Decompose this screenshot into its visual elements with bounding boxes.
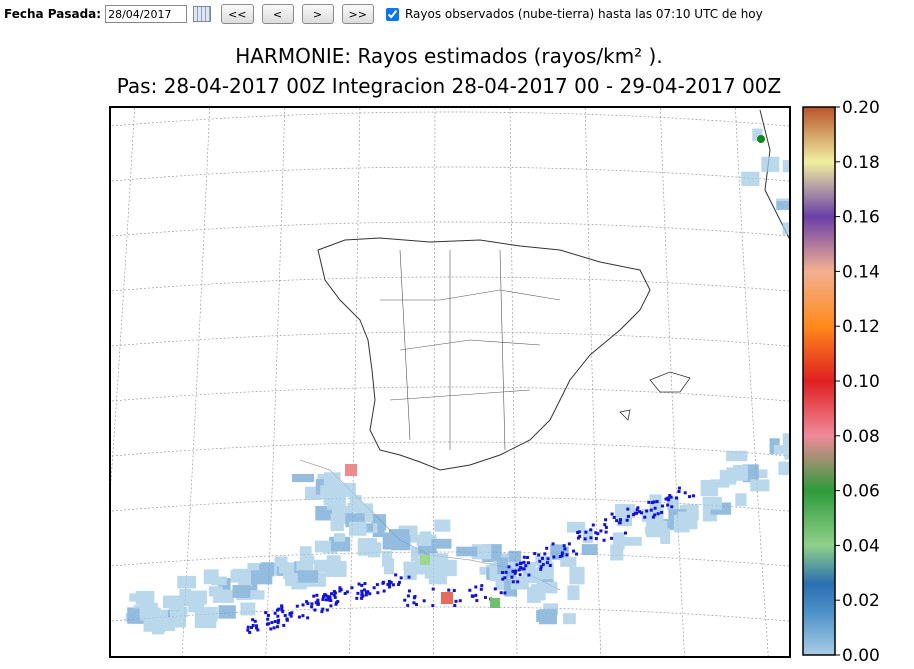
- colorbar-tick-label: 0.18: [842, 153, 880, 173]
- nav-button[interactable]: <: [261, 4, 294, 24]
- observed-checkbox[interactable]: [385, 7, 399, 21]
- map-subtitle: Pas: 28-04-2017 00Z Integracion 28-04-20…: [117, 74, 781, 98]
- nav-buttons: << < > >>: [221, 4, 382, 24]
- date-label: Fecha Pasada:: [4, 7, 102, 21]
- colorbar-tick-label: 0.12: [842, 317, 880, 337]
- colorbar-tick-label: 0.02: [842, 591, 880, 611]
- map-title: HARMONIE: Rayos estimados (rayos/km² ).: [235, 44, 662, 68]
- colorbar-tick-label: 0.00: [842, 646, 880, 666]
- colorbar-tick-label: 0.14: [842, 262, 880, 282]
- calendar-icon[interactable]: [193, 6, 212, 22]
- colorbar-tick-label: 0.20: [842, 98, 880, 118]
- nav-button[interactable]: <<: [221, 4, 254, 24]
- colorbar-tick-label: 0.06: [842, 482, 880, 502]
- map-frame: [109, 106, 791, 658]
- map-area: [110, 107, 790, 657]
- nav-button[interactable]: >: [301, 4, 334, 24]
- colorbar-tick-label: 0.08: [842, 427, 880, 447]
- checkbox-label[interactable]: Rayos observados (nube-tierra) hasta las…: [404, 7, 763, 21]
- colorbar-tick-label: 0.16: [842, 208, 880, 228]
- colorbar-tick-label: 0.04: [842, 536, 880, 556]
- date-input[interactable]: [105, 5, 188, 23]
- colorbar-tick-label: 0.10: [842, 372, 880, 392]
- toolbar: Fecha Pasada: <<<>>> Rayos observados (n…: [4, 3, 763, 25]
- colorbar: [802, 106, 836, 656]
- nav-button[interactable]: >>: [341, 4, 374, 24]
